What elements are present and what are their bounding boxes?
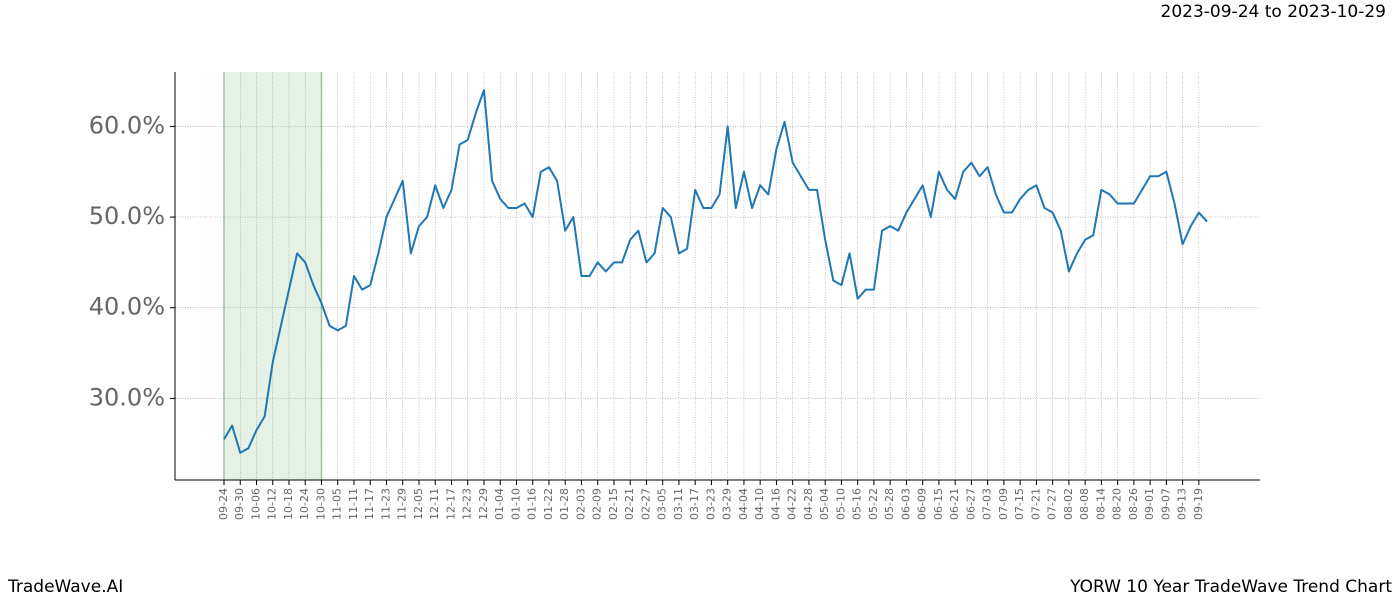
- x-tick-label: 06-03: [899, 488, 912, 520]
- x-tick-label: 12-23: [461, 488, 474, 520]
- x-tick-label: 08-14: [1094, 488, 1107, 520]
- x-tick-label: 10-30: [314, 488, 327, 520]
- x-tick-label: 05-04: [818, 488, 831, 520]
- x-tick-label: 09-07: [1159, 488, 1172, 520]
- x-tick-label: 08-08: [1078, 488, 1091, 520]
- x-tick-label: 05-16: [851, 488, 864, 520]
- x-tick-label: 12-05: [412, 488, 425, 520]
- x-tick-label: 04-04: [737, 488, 750, 520]
- x-tick-label: 07-15: [1013, 488, 1026, 520]
- x-tick-label: 10-06: [249, 488, 262, 520]
- x-tick-label: 11-05: [331, 488, 344, 520]
- x-tick-label: 12-17: [444, 488, 457, 520]
- x-tick-label: 06-21: [948, 488, 961, 520]
- x-tick-label: 03-29: [721, 488, 734, 520]
- x-tick-label: 05-22: [867, 488, 880, 520]
- y-tick-label: 50.0%: [89, 202, 165, 230]
- x-tick-label: 04-28: [802, 488, 815, 520]
- x-tick-label: 08-26: [1127, 488, 1140, 520]
- x-tick-label: 09-13: [1176, 488, 1189, 520]
- x-tick-label: 01-16: [526, 488, 539, 520]
- x-tick-label: 09-30: [233, 488, 246, 520]
- x-tick-label: 03-11: [672, 488, 685, 520]
- x-tick-label: 10-24: [298, 488, 311, 520]
- chart-title: 2023-09-24 to 2023-10-29: [1161, 2, 1386, 22]
- x-tick-label: 06-15: [932, 488, 945, 520]
- x-tick-label: 08-20: [1111, 488, 1124, 520]
- x-tick-label: 08-02: [1062, 488, 1075, 520]
- x-tick-label: 05-28: [883, 488, 896, 520]
- x-tick-label: 11-23: [379, 488, 392, 520]
- y-tick-label: 40.0%: [89, 293, 165, 321]
- footer-right: YORW 10 Year TradeWave Trend Chart: [1069, 577, 1392, 597]
- y-tick-label: 60.0%: [89, 111, 165, 139]
- x-tick-label: 07-09: [997, 488, 1010, 520]
- x-tick-label: 09-24: [217, 488, 230, 520]
- x-tick-label: 12-29: [477, 488, 490, 520]
- x-tick-label: 11-29: [396, 488, 409, 520]
- x-tick-label: 01-10: [509, 488, 522, 520]
- footer-left: TradeWave.AI: [7, 577, 123, 597]
- x-tick-label: 11-17: [363, 488, 376, 520]
- x-tick-label: 12-11: [428, 488, 441, 520]
- x-tick-label: 10-12: [266, 488, 279, 520]
- x-tick-label: 01-04: [493, 488, 506, 520]
- trend-line: [223, 89, 1208, 454]
- x-tick-label: 03-05: [656, 488, 669, 520]
- x-tick-label: 11-11: [347, 488, 360, 520]
- x-tick-label: 10-18: [282, 488, 295, 520]
- x-tick-label: 07-03: [981, 488, 994, 520]
- x-tick-label: 02-09: [591, 488, 604, 520]
- x-tick-label: 03-17: [688, 488, 701, 520]
- x-tick-label: 03-23: [704, 488, 717, 520]
- x-tick-label: 04-22: [786, 488, 799, 520]
- x-tick-label: 09-01: [1143, 488, 1156, 520]
- x-tick-label: 01-22: [542, 488, 555, 520]
- x-tick-label: 09-19: [1192, 488, 1205, 520]
- x-tick-label: 05-10: [834, 488, 847, 520]
- x-tick-label: 06-09: [916, 488, 929, 520]
- x-tick-label: 02-03: [574, 488, 587, 520]
- highlight-band: [224, 72, 322, 480]
- x-tick-label: 01-28: [558, 488, 571, 520]
- x-tick-label: 06-27: [964, 488, 977, 520]
- x-tick-label: 07-21: [1029, 488, 1042, 520]
- x-tick-label: 07-27: [1046, 488, 1059, 520]
- y-tick-label: 30.0%: [89, 383, 165, 411]
- x-tick-label: 04-16: [769, 488, 782, 520]
- x-tick-label: 02-15: [607, 488, 620, 520]
- x-tick-label: 04-10: [753, 488, 766, 520]
- x-tick-label: 02-21: [623, 488, 636, 520]
- x-tick-label: 02-27: [639, 488, 652, 520]
